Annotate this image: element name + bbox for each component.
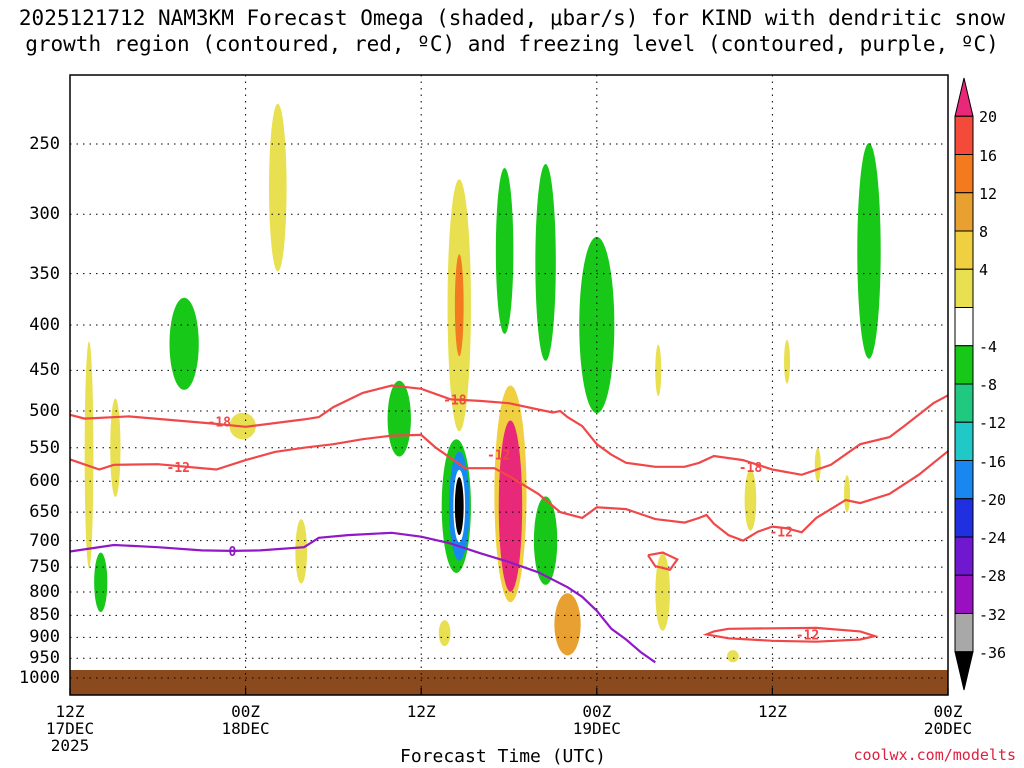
omega-blob-25: [784, 339, 791, 384]
y-tick-label-850: 850: [29, 605, 60, 626]
colorbar-segment-13: [954, 574, 974, 614]
omega-blob-23: [655, 344, 662, 397]
colorbar-label-12: -32: [979, 605, 1007, 624]
omega-blob-6: [295, 519, 308, 584]
terrain-ground: [70, 670, 948, 695]
contour-label-0-1: -18: [443, 393, 467, 408]
x-tick-label-0: 12Z 17DEC 2025: [45, 702, 95, 755]
colorbar-segment-4: [954, 230, 974, 270]
contour-label-1-0: -12: [167, 461, 190, 476]
colorbar-segment-6: [954, 307, 974, 347]
x-tick-label-36: 00Z 19DEC: [572, 702, 621, 738]
contour--12-closed: [702, 626, 879, 643]
omega-blob-0: [84, 341, 94, 568]
contour-0: [69, 531, 656, 664]
x-tick-label-48: 12Z: [757, 702, 787, 721]
gridlines: [69, 75, 949, 695]
colorbar-label-3: 8: [979, 223, 989, 241]
colorbar-segment-1: [954, 115, 974, 155]
colorbar-bottom-triangle: [954, 651, 974, 691]
x-tick-label-24: 12Z: [406, 702, 436, 721]
contour-label-4-0: 0: [229, 545, 237, 560]
y-tick-label-450: 450: [29, 360, 60, 381]
omega-blob-5: [269, 103, 287, 272]
colorbar-label-6: -8: [979, 376, 998, 394]
y-tick-label-600: 600: [29, 471, 60, 492]
colorbar-segment-5: [954, 268, 974, 308]
colorbar-segment-10: [954, 460, 974, 500]
colorbar-segment-9: [954, 421, 974, 461]
x-axis-title: Forecast Time (UTC): [400, 746, 606, 767]
y-tick-label-750: 750: [29, 557, 60, 578]
omega-blob-27: [844, 475, 851, 513]
omega-blob-20: [554, 593, 581, 656]
omega-blob-16: [495, 167, 514, 334]
chart-title-line-2: growth region (contoured, red, ºC) and f…: [25, 32, 999, 56]
y-tick-label-300: 300: [29, 204, 60, 225]
colorbar-segment-14: [954, 613, 974, 653]
contour--12-small: [647, 551, 679, 571]
colorbar-label-5: -4: [979, 337, 998, 356]
y-tick-label-550: 550: [29, 437, 60, 458]
contour-label-1-1: -12: [487, 449, 510, 464]
y-tick-label-250: 250: [29, 134, 60, 154]
y-tick-label-650: 650: [29, 502, 60, 523]
y-tick-label-1000: 1000: [19, 668, 60, 688]
omega-blob-24: [744, 469, 757, 531]
x-tick-label-60: 00Z 20DEC: [923, 702, 973, 738]
colorbar-top-triangle: [954, 77, 974, 117]
colorbar-segment-3: [954, 192, 974, 232]
y-tick-label-950: 950: [29, 648, 60, 669]
omega-blob-26: [814, 448, 821, 482]
colorbar: [954, 77, 974, 691]
colorbar-label-13: -36: [979, 643, 1007, 662]
omega-blob-1: [94, 552, 108, 612]
colorbar-segment-8: [954, 383, 974, 423]
omega-blob-17: [535, 164, 556, 361]
y-tick-label-350: 350: [29, 263, 60, 284]
y-tick-label-500: 500: [29, 401, 60, 421]
colorbar-label-9: -20: [979, 490, 1007, 509]
omega-blob-2: [110, 398, 121, 498]
y-tick-label-400: 400: [29, 315, 60, 336]
colorbar-segment-2: [954, 154, 974, 194]
omega-blob-28: [857, 143, 881, 359]
y-tick-label-800: 800: [29, 582, 60, 603]
contour-layer: -18 -18 -18 -12 -12 -12 -12 0: [69, 384, 949, 664]
x-tick-label-12: 00Z 18DEC: [221, 702, 270, 738]
contour-label-2-0: -12: [796, 628, 819, 643]
omega-blob-13: [454, 477, 464, 536]
y-tick-label-700: 700: [29, 530, 60, 551]
chart-title-line-1: 2025121712 NAM3KM Forecast Omega (shaded…: [18, 6, 1006, 30]
omega-blob-21: [438, 620, 451, 647]
colorbar-segment-12: [954, 536, 974, 576]
omega-blob-7: [387, 380, 411, 457]
colorbar-label-10: -24: [979, 529, 1007, 547]
colorbar-label-0: 20: [979, 108, 998, 127]
omega-blob-15: [498, 420, 523, 592]
plot-frame: [69, 74, 949, 696]
contour-label-0-2: -18: [739, 461, 763, 476]
colorbar-segment-11: [954, 498, 974, 538]
colorbar-label-7: -12: [979, 414, 1007, 433]
omega-blob-3: [169, 297, 199, 390]
omega-blob-29: [727, 650, 739, 663]
contour-label-1-2: -12: [769, 526, 792, 541]
colorbar-label-11: -28: [979, 567, 1007, 586]
omega-blob-9: [454, 254, 464, 357]
contour--18: [69, 384, 949, 476]
colorbar-label-8: -16: [979, 452, 1007, 471]
colorbar-label-2: 12: [979, 184, 998, 203]
colorbar-label-4: 4: [979, 261, 989, 280]
contour--12: [69, 433, 949, 542]
colorbar-segment-7: [954, 345, 974, 385]
omega-shading-layer: [84, 103, 881, 663]
y-tick-label-900: 900: [29, 627, 60, 648]
contour-label-0-0: -18: [208, 416, 232, 431]
credit-link[interactable]: coolwx.com/modelts: [853, 746, 1016, 764]
colorbar-label-1: 16: [979, 146, 998, 165]
